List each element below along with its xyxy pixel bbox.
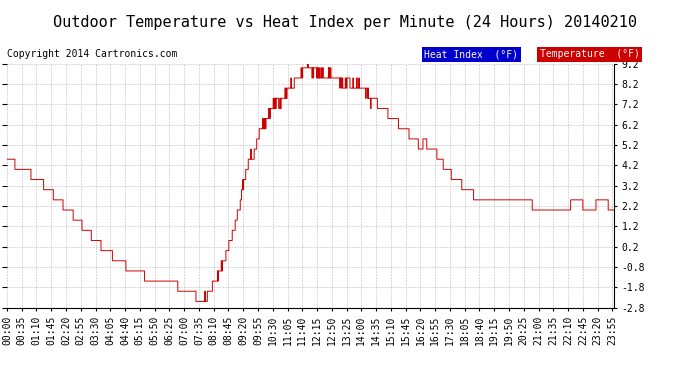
Text: Heat Index  (°F): Heat Index (°F) <box>424 50 518 59</box>
Text: Outdoor Temperature vs Heat Index per Minute (24 Hours) 20140210: Outdoor Temperature vs Heat Index per Mi… <box>53 15 637 30</box>
Text: Temperature  (°F): Temperature (°F) <box>540 50 640 59</box>
Text: Copyright 2014 Cartronics.com: Copyright 2014 Cartronics.com <box>7 49 177 59</box>
